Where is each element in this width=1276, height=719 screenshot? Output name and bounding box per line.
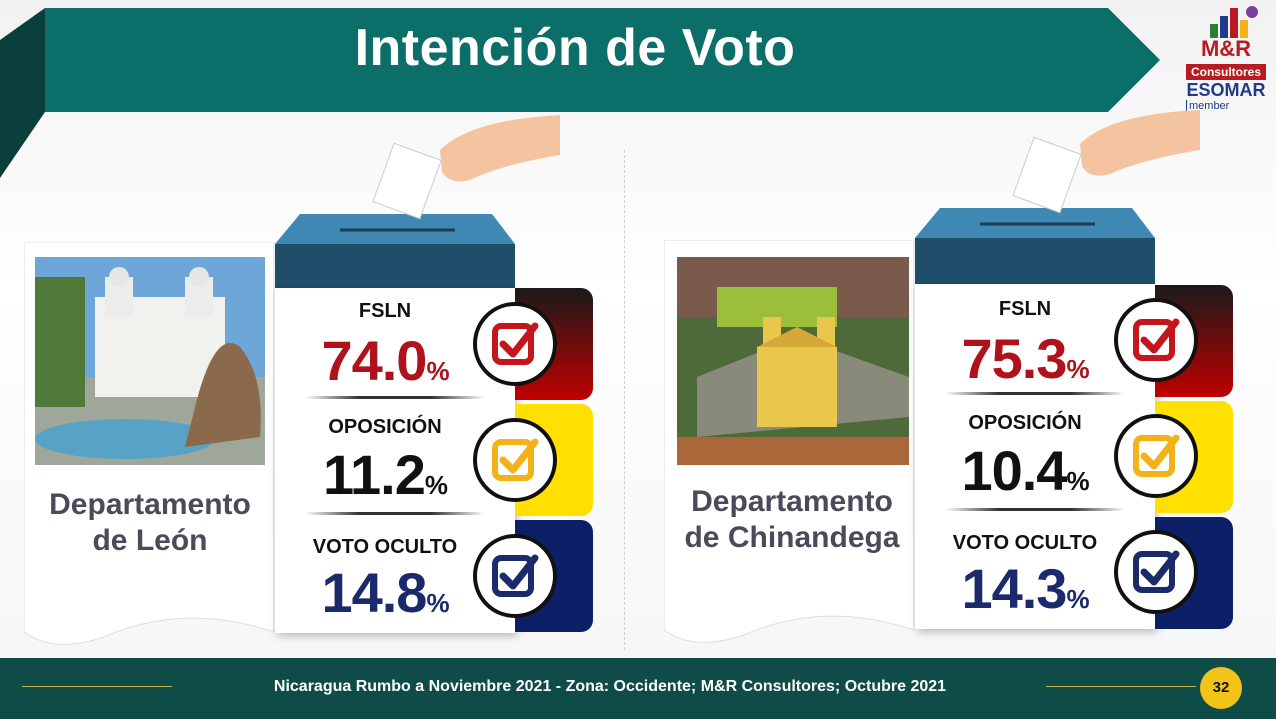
- hand-icon: [1080, 110, 1200, 176]
- result-label: FSLN: [358, 300, 412, 322]
- logo-member: member: [1186, 100, 1246, 112]
- hand-icon: [440, 115, 560, 182]
- result-label: VOTO OCULTO: [312, 536, 458, 558]
- check-icon-fsln: [1114, 298, 1198, 382]
- result-label: OPOSICIÓN: [968, 412, 1082, 434]
- footer-bar: Nicaragua Rumbo a Noviembre 2021 - Zona:…: [0, 658, 1276, 719]
- ballot-box-lid-chinandega: [915, 110, 1200, 284]
- result-value: 10.4%: [961, 439, 1089, 502]
- logo-brand-sub: Consultores: [1186, 64, 1266, 80]
- check-icon-fsln: [473, 302, 557, 386]
- logo-esomar: ESOMAR: [1186, 80, 1266, 100]
- footer-caption: Nicaragua Rumbo a Noviembre 2021 - Zona:…: [273, 678, 947, 695]
- chinandega-church-photo: [677, 257, 909, 465]
- mr-consultores-logo: M&R Consultores ESOMAR member: [1180, 2, 1272, 114]
- row-separator: [945, 392, 1125, 395]
- row-separator: [945, 508, 1125, 511]
- result-label: OPOSICIÓN: [328, 416, 442, 438]
- ballot-paper-icon: [372, 142, 442, 220]
- dept-name-line2: de Chinandega: [684, 521, 900, 554]
- leon-cathedral-photo: [35, 257, 265, 465]
- page-number-badge: 32: [1200, 667, 1242, 709]
- title-banner: [0, 8, 1160, 178]
- dept-name-line2: de León: [92, 524, 208, 557]
- result-value: 14.3%: [961, 557, 1089, 620]
- dept-name-leon: Departamento de León: [30, 487, 270, 559]
- result-value: 75.3%: [961, 327, 1089, 390]
- footer-line-right: [1046, 686, 1196, 687]
- result-value: 11.2%: [322, 443, 448, 506]
- check-icon-voto-oculto: [1114, 530, 1198, 614]
- result-value: 74.0%: [321, 329, 449, 392]
- row-separator: [305, 512, 485, 515]
- ballot-box-lid-leon: [275, 115, 560, 290]
- check-icon-oposicion: [473, 418, 557, 502]
- result-label: FSLN: [998, 298, 1052, 320]
- footer-line-left: [22, 686, 172, 687]
- check-icon-voto-oculto: [473, 534, 557, 618]
- page-title: Intención de Voto: [354, 19, 796, 77]
- bar-chart-icon: [1210, 6, 1258, 38]
- dept-name-line1: Departamento: [49, 488, 251, 521]
- dept-name-chinandega: Departamento de Chinandega: [668, 484, 916, 556]
- ballot-paper-icon: [1012, 136, 1082, 214]
- dept-name-line1: Departamento: [691, 485, 893, 518]
- row-separator: [305, 396, 485, 399]
- result-label: VOTO OCULTO: [952, 532, 1098, 554]
- result-value: 14.8%: [321, 561, 449, 624]
- check-icon-oposicion: [1114, 414, 1198, 498]
- logo-brand: M&R: [1200, 36, 1252, 61]
- section-divider: [624, 150, 625, 650]
